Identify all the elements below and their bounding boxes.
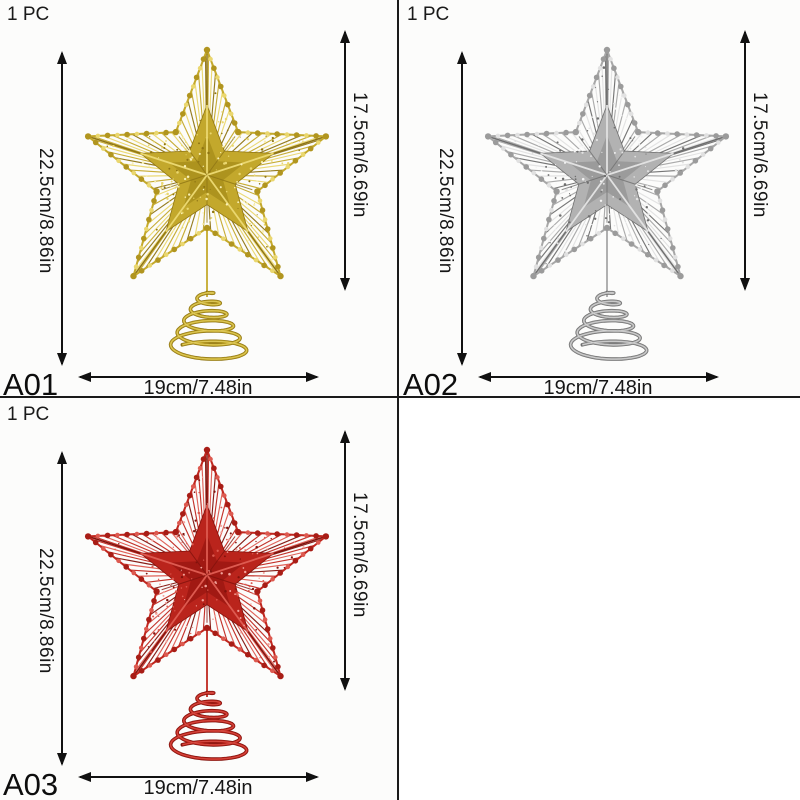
total-height-dimension-arrow [57,451,67,766]
width-dimension-label: 19cm/7.48in [143,777,253,799]
width-dimension-label: 19cm/7.48in [543,377,653,399]
quantity-label: 1 PC [407,4,450,25]
width-dimension-label: 19cm/7.48in [143,377,253,399]
quadrant-divider-horizontal [0,396,800,398]
total-height-dimension-label: 22.5cm/8.86in [35,548,56,674]
width-dimension-arrow [478,372,719,382]
width-dimension-arrow [78,772,319,782]
star-topper-image-silver [484,46,730,361]
quadrant-divider-vertical [397,0,399,800]
star-height-dimension-label: 17.5cm/6.69in [749,92,770,218]
model-code-label: A03 [3,767,59,800]
product-panel-a02: 1 PC 22.5cm/8.86in 17.5cm/6.69in 19cm/7.… [400,0,800,402]
star-height-dimension-arrow [740,30,750,291]
product-panel-a01: 1 PC 22.5cm/8.86in 17.5cm/6.69in 19cm/7.… [0,0,400,402]
total-height-dimension-label: 22.5cm/8.86in [435,148,456,274]
product-panel-a03: 1 PC 22.5cm/8.86in 17.5cm/6.69in 19cm/7.… [0,400,400,800]
model-code-label: A01 [3,367,59,402]
empty-quadrant [400,400,800,800]
star-height-dimension-arrow [340,30,350,291]
star-topper-image-gold [84,46,330,361]
model-code-label: A02 [403,367,459,402]
star-height-dimension-arrow [340,430,350,691]
star-height-dimension-label: 17.5cm/6.69in [349,492,370,618]
quantity-label: 1 PC [7,404,50,425]
total-height-dimension-arrow [457,51,467,366]
star-height-dimension-label: 17.5cm/6.69in [349,92,370,218]
star-topper-image-red [84,446,330,761]
total-height-dimension-label: 22.5cm/8.86in [35,148,56,274]
width-dimension-arrow [78,372,319,382]
quantity-label: 1 PC [7,4,50,25]
total-height-dimension-arrow [57,51,67,366]
